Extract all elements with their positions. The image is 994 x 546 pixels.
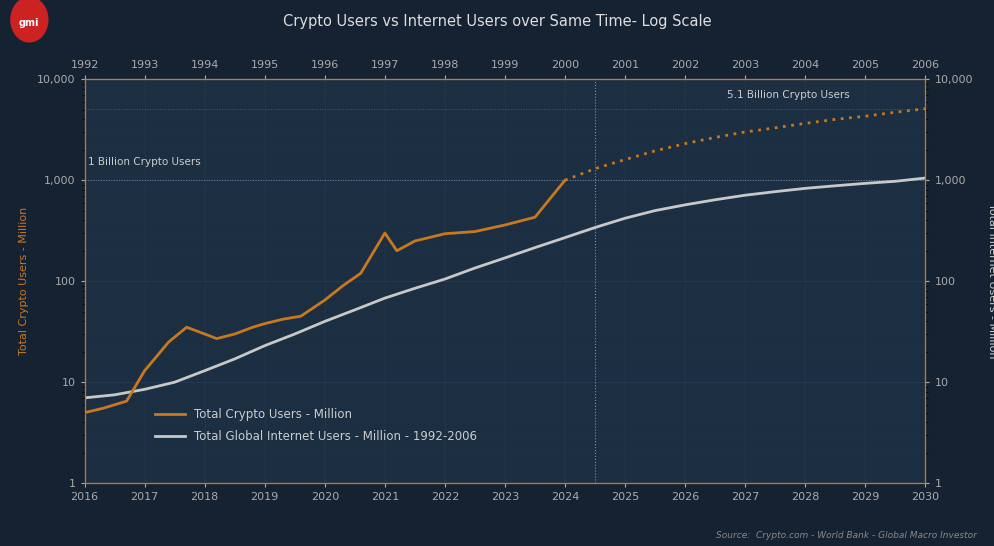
Text: Source:  Crypto.com - World Bank - Global Macro Investor: Source: Crypto.com - World Bank - Global… (716, 531, 976, 540)
Text: 5.1 Billion Crypto Users: 5.1 Billion Crypto Users (727, 90, 849, 100)
Text: Crypto Users vs Internet Users over Same Time- Log Scale: Crypto Users vs Internet Users over Same… (283, 14, 711, 28)
Text: gmi: gmi (19, 18, 40, 28)
Legend: Total Crypto Users - Million, Total Global Internet Users - Million - 1992-2006: Total Crypto Users - Million, Total Glob… (149, 402, 483, 449)
Ellipse shape (10, 0, 49, 43)
Y-axis label: Total Crypto Users - Million: Total Crypto Users - Million (19, 207, 29, 355)
Y-axis label: Total Internet Users - Million: Total Internet Users - Million (986, 204, 994, 359)
Text: 1 Billion Crypto Users: 1 Billion Crypto Users (87, 157, 200, 167)
